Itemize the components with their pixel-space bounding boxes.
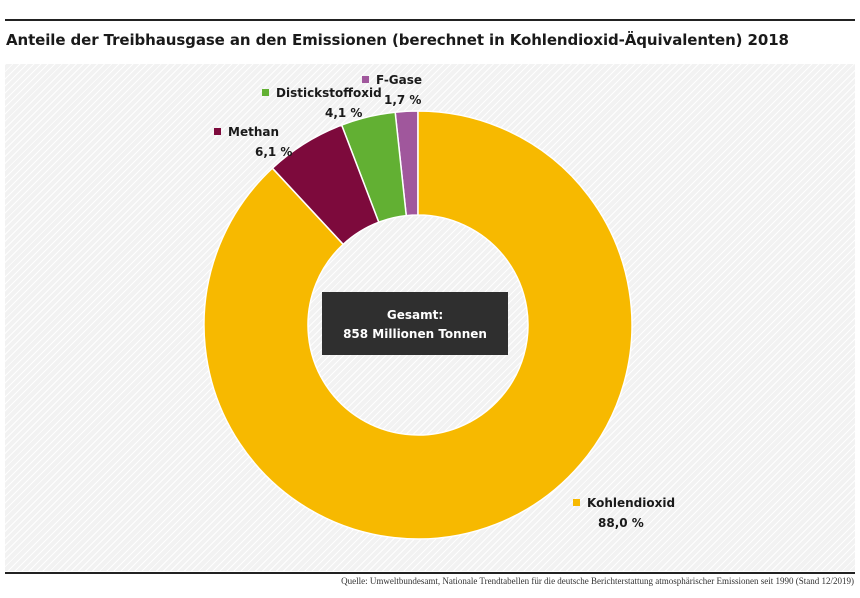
legend-swatch-f-gase xyxy=(362,76,369,83)
slice-kohlendioxid xyxy=(203,110,633,540)
bottom-rule xyxy=(5,572,855,574)
total-box xyxy=(322,292,508,355)
source-note: Quelle: Umweltbundesamt, Nationale Trend… xyxy=(341,576,854,586)
label-f-gase: F-Gase xyxy=(376,73,422,87)
value-label-distickstoffoxid: 4,1 % xyxy=(325,106,362,120)
value-label-f-gase: 1,7 % xyxy=(384,93,421,107)
total-label: Gesamt: xyxy=(387,308,443,322)
label-distickstoffoxid: Distickstoffoxid xyxy=(276,86,382,100)
label-methan: Methan xyxy=(228,125,279,139)
value-label-methan: 6,1 % xyxy=(255,145,292,159)
chart-title: Anteile der Treibhausgase an den Emissio… xyxy=(6,31,789,49)
label-kohlendioxid: Kohlendioxid xyxy=(587,496,675,510)
legend-swatch-kohlendioxid xyxy=(573,499,580,506)
legend-swatch-distickstoffoxid xyxy=(262,89,269,96)
legend-swatch-methan xyxy=(214,128,221,135)
value-label-kohlendioxid: 88,0 % xyxy=(598,516,644,530)
total-value: 858 Millionen Tonnen xyxy=(343,327,487,341)
top-rule xyxy=(5,19,855,21)
